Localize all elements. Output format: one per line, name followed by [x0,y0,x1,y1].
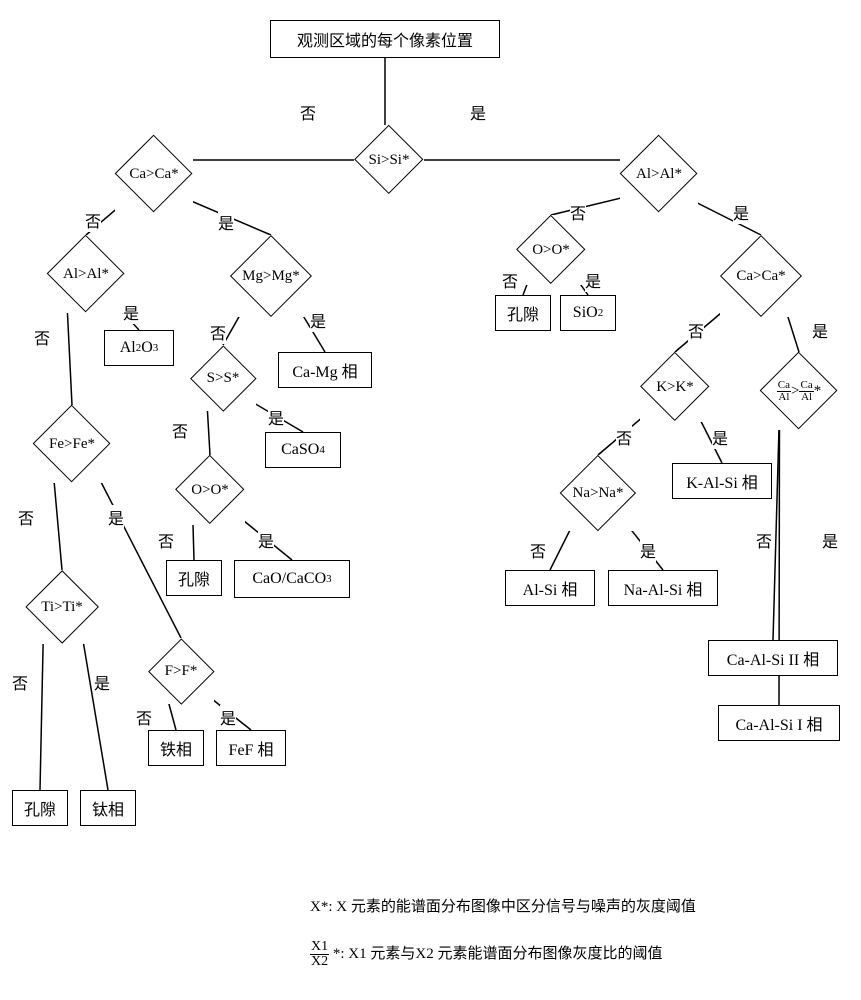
legend-2-text: *: X1 元素与X2 元素能谱面分布图像灰度比的阈值 [329,946,662,962]
label-ti_no: 否 [12,670,28,694]
label-mg_no: 否 [210,320,226,344]
box-sio2: SiO2 [560,295,616,331]
box-pore_l: 孔隙 [12,790,68,826]
legend-line-2: X1X2 *: X1 元素与X2 元素能谱面分布图像灰度比的阈值 [310,940,662,969]
label-fe_yes: 是 [108,505,124,529]
diamond-si: Si>Si* [354,125,424,195]
label-o_l_yes: 是 [258,528,274,552]
diamond-al_l: Al>Al* [47,235,125,313]
label-root_si_no: 否 [300,100,316,124]
diamond-fe: Fe>Fe* [33,405,111,483]
legend-2-prefix: X1X2 [310,946,329,962]
diamond-al_r: Al>Al* [620,135,698,213]
label-s_yes: 是 [268,405,284,429]
legend-1-text: X*: X 元素的能谱面分布图像中区分信号与噪声的灰度阈值 [310,899,696,915]
label-caal_yes: 是 [822,528,838,552]
box-camg: Ca-Mg 相 [278,352,372,388]
label-al_l_no: 否 [34,325,50,349]
label-s_no: 否 [172,418,188,442]
label-al_l_yes: 是 [123,300,139,324]
box-caalsi2: Ca-Al-Si II 相 [708,640,838,676]
diamond-o_l: O>O* [175,455,245,525]
diamond-mg: Mg>Mg* [230,235,312,317]
box-pore_r: 孔隙 [495,295,551,331]
box-caco3: CaO/CaCO3 [234,560,350,598]
legend-line-1: X*: X 元素的能谱面分布图像中区分信号与噪声的灰度阈值 [310,895,696,916]
box-ironp: 铁相 [148,730,204,766]
box-root: 观测区域的每个像素位置 [270,20,500,58]
label-mg_yes: 是 [310,308,326,332]
label-f_yes: 是 [220,705,236,729]
box-al2o3: Al2O3 [104,330,174,366]
box-tip: 钛相 [80,790,136,826]
label-ca_r_yes: 是 [812,318,828,342]
diamond-ti: Ti>Ti* [25,570,99,644]
label-ca_l_yes: 是 [218,210,234,234]
label-o_r_yes: 是 [585,268,601,292]
label-fe_no: 否 [18,505,34,529]
label-k_yes: 是 [712,425,728,449]
diamond-ca_r: Ca>Ca* [720,235,802,317]
box-alsi: Al-Si 相 [505,570,595,606]
label-ca_l_no: 否 [85,208,101,232]
diamond-o_r: O>O* [516,215,586,285]
label-al_r_yes: 是 [733,200,749,224]
label-o_l_no: 否 [158,528,174,552]
label-ca_r_no: 否 [688,318,704,342]
diamond-caal: CaAl>CaAl* [760,352,838,430]
label-k_no: 否 [616,425,632,449]
label-o_r_no: 否 [502,268,518,292]
box-naalsi: Na-Al-Si 相 [608,570,718,606]
label-na_yes: 是 [640,538,656,562]
label-caal_no: 否 [756,528,772,552]
diamond-ca_l: Ca>Ca* [115,135,193,213]
box-pore_m: 孔隙 [166,560,222,596]
box-caso4: CaSO4 [265,432,341,468]
box-kalsi: K-Al-Si 相 [672,463,772,499]
label-root_si_yes: 是 [470,100,486,124]
label-al_r_no: 否 [570,200,586,224]
label-na_no: 否 [530,538,546,562]
diamond-na: Na>Na* [560,455,636,531]
label-ti_yes: 是 [94,670,110,694]
diamond-k: K>K* [640,352,710,422]
label-f_no: 否 [136,705,152,729]
box-fef: FeF 相 [216,730,286,766]
box-caalsi1: Ca-Al-Si I 相 [718,705,840,741]
diamond-f: F>F* [148,638,214,704]
diamond-s: S>S* [190,345,256,411]
